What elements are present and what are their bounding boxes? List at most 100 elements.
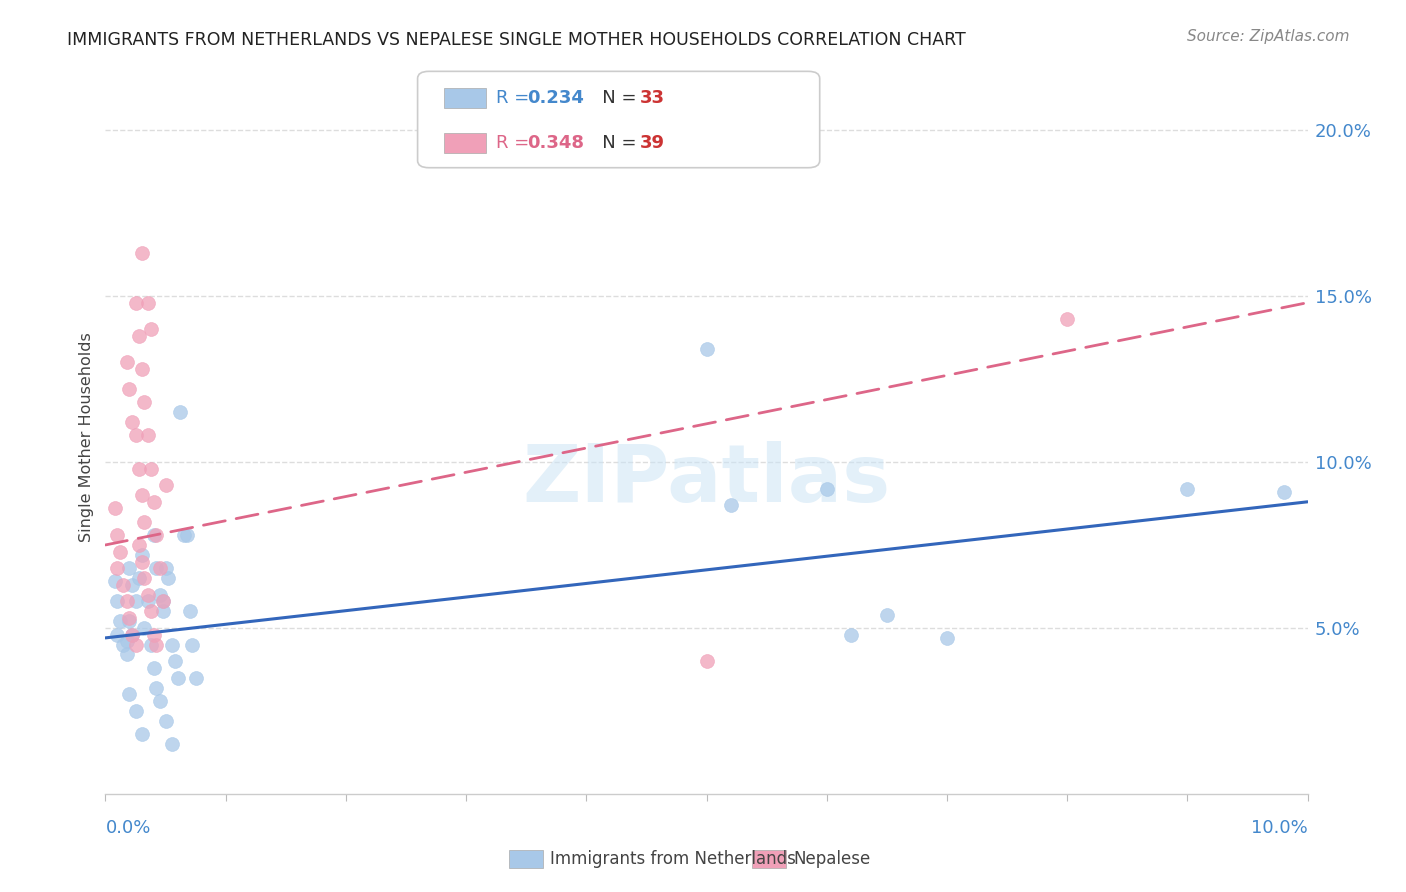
Point: [118, 382, 141, 396]
Text: IMMIGRANTS FROM NETHERLANDS VS NEPALESE SINGLE MOTHER HOUSEHOLDS CORRELATION CHA: IMMIGRANTS FROM NETHERLANDS VS NEPALESE …: [67, 31, 966, 49]
Point: [145, 638, 167, 652]
Point: [115, 594, 138, 608]
Point: [169, 405, 191, 419]
Point: [179, 604, 201, 618]
Point: [108, 544, 131, 558]
Point: [139, 638, 162, 652]
Point: [104, 501, 127, 516]
Point: [1272, 484, 1295, 499]
Text: R =: R =: [496, 89, 536, 107]
Point: [124, 594, 146, 608]
Point: [139, 322, 162, 336]
Point: [121, 415, 143, 429]
Point: [121, 627, 143, 641]
Point: [118, 561, 141, 575]
Text: Source: ZipAtlas.com: Source: ZipAtlas.com: [1187, 29, 1350, 44]
Point: [132, 571, 155, 585]
Point: [107, 561, 129, 575]
Point: [124, 295, 146, 310]
Point: [112, 638, 135, 652]
Point: [155, 561, 177, 575]
Point: [156, 571, 179, 585]
Point: [1056, 312, 1078, 326]
Point: [118, 611, 141, 625]
Point: [136, 594, 159, 608]
Text: R =: R =: [496, 134, 536, 152]
Point: [128, 538, 150, 552]
Point: [142, 661, 165, 675]
Point: [145, 561, 167, 575]
Point: [142, 627, 165, 641]
Point: [696, 654, 718, 668]
Point: [155, 478, 177, 492]
Point: [184, 671, 207, 685]
Text: Immigrants from Netherlands: Immigrants from Netherlands: [550, 850, 796, 868]
Point: [139, 604, 162, 618]
Point: [115, 648, 138, 662]
Point: [145, 681, 167, 695]
Point: [152, 594, 174, 608]
Point: [108, 615, 131, 629]
Point: [176, 528, 198, 542]
Point: [124, 704, 146, 718]
Y-axis label: Single Mother Households: Single Mother Households: [79, 332, 94, 542]
Text: 33: 33: [640, 89, 665, 107]
Text: N =: N =: [585, 89, 643, 107]
Point: [148, 561, 170, 575]
Text: N =: N =: [585, 134, 643, 152]
Point: [136, 428, 159, 442]
Point: [148, 588, 170, 602]
Point: [128, 329, 150, 343]
Point: [118, 615, 141, 629]
Point: [720, 498, 742, 512]
Point: [160, 638, 183, 652]
Point: [121, 627, 143, 641]
Point: [132, 515, 155, 529]
Point: [131, 488, 153, 502]
Point: [128, 571, 150, 585]
Text: Nepalese: Nepalese: [793, 850, 870, 868]
Point: [166, 671, 188, 685]
Point: [107, 627, 129, 641]
Point: [115, 634, 138, 648]
Point: [131, 548, 153, 562]
Point: [132, 621, 155, 635]
Point: [131, 362, 153, 376]
Point: [148, 694, 170, 708]
Text: 0.0%: 0.0%: [105, 819, 150, 837]
Point: [1175, 482, 1198, 496]
Text: ZIPatlas: ZIPatlas: [523, 441, 890, 519]
Point: [181, 638, 204, 652]
Point: [112, 578, 135, 592]
Text: 0.348: 0.348: [527, 134, 585, 152]
Point: [131, 555, 153, 569]
Point: [142, 495, 165, 509]
Point: [815, 482, 838, 496]
Point: [136, 295, 159, 310]
Text: 39: 39: [640, 134, 665, 152]
Point: [142, 528, 165, 542]
Point: [145, 528, 167, 542]
Point: [107, 528, 129, 542]
Point: [936, 631, 959, 645]
Point: [876, 607, 898, 622]
Point: [104, 574, 127, 589]
Point: [696, 342, 718, 356]
Point: [107, 594, 129, 608]
Point: [139, 461, 162, 475]
Point: [118, 687, 141, 701]
Point: [839, 627, 862, 641]
Point: [152, 594, 174, 608]
Point: [160, 737, 183, 751]
Point: [155, 714, 177, 728]
Point: [121, 578, 143, 592]
Point: [165, 654, 187, 668]
Point: [131, 245, 153, 260]
Text: 10.0%: 10.0%: [1251, 819, 1308, 837]
Point: [124, 428, 146, 442]
Point: [152, 604, 174, 618]
Point: [124, 638, 146, 652]
Point: [136, 588, 159, 602]
Point: [128, 461, 150, 475]
Point: [132, 395, 155, 409]
